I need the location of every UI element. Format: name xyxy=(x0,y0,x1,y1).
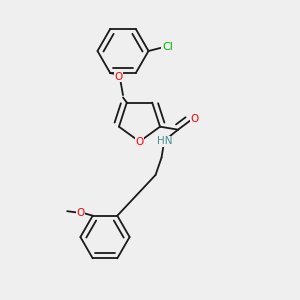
Text: Cl: Cl xyxy=(162,42,173,52)
Text: O: O xyxy=(190,114,199,124)
Text: O: O xyxy=(114,71,123,82)
Text: HN: HN xyxy=(157,136,172,146)
Text: O: O xyxy=(76,208,85,218)
Text: O: O xyxy=(135,136,144,147)
